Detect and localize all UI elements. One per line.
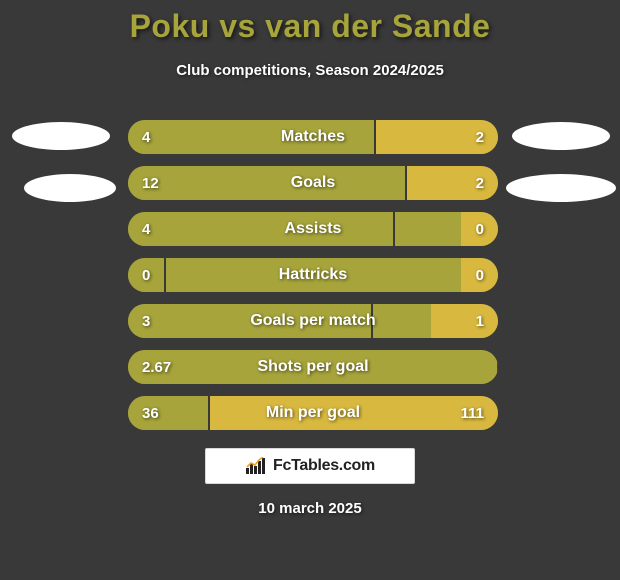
player1-value: 3	[142, 304, 150, 338]
player2-bar	[406, 166, 499, 200]
bar-divider	[164, 258, 166, 292]
player1-avatar-placeholder-top	[12, 122, 110, 150]
logo-text: FcTables.com	[273, 457, 375, 475]
bar-divider	[497, 350, 498, 384]
date: 10 march 2025	[0, 500, 620, 517]
stat-row: Assists40	[128, 212, 498, 246]
stats-comparison: Matches42Goals122Assists40Hattricks00Goa…	[128, 120, 498, 442]
stat-row: Hattricks0 0	[128, 258, 498, 292]
player1-value: 12	[142, 166, 159, 200]
player1-bar	[128, 120, 375, 154]
fctables-logo: FcTables.com	[205, 448, 415, 484]
player1-value: 0	[142, 258, 150, 292]
player1-value: 36	[142, 396, 159, 430]
player2-value: 1	[476, 304, 484, 338]
bar-divider	[393, 212, 395, 246]
bar-divider	[405, 166, 407, 200]
stat-row: Goals122	[128, 166, 498, 200]
stat-label: Hattricks	[128, 258, 498, 292]
player1-value: 2.67	[142, 350, 171, 384]
player1-bar	[128, 396, 209, 430]
bar-divider	[374, 120, 376, 154]
player1-value: 4	[142, 212, 150, 246]
player2-value: 0	[476, 212, 484, 246]
player2-bar	[431, 304, 498, 338]
player2-value: 111	[461, 396, 484, 430]
player2-value: 0	[476, 258, 484, 292]
player1-bar	[128, 304, 372, 338]
player2-value: 2	[476, 166, 484, 200]
player1-bar	[128, 350, 498, 384]
bars-icon	[245, 457, 267, 475]
stat-row: Goals per match31	[128, 304, 498, 338]
player2-avatar-placeholder-bottom	[506, 174, 616, 202]
bar-divider	[371, 304, 373, 338]
player1-bar	[128, 166, 406, 200]
player1-value: 4	[142, 120, 150, 154]
bar-divider	[208, 396, 210, 430]
stat-row: Shots per goal2.67	[128, 350, 498, 384]
player1-bar	[128, 212, 394, 246]
player2-value: 2	[476, 120, 484, 154]
player2-avatar-placeholder-top	[512, 122, 610, 150]
player1-avatar-placeholder-bottom	[24, 174, 116, 202]
player2-bar	[209, 396, 498, 430]
stat-row: Matches42	[128, 120, 498, 154]
page-title: Poku vs van der Sande	[0, 8, 620, 45]
stat-row: Min per goal36111	[128, 396, 498, 430]
subtitle: Club competitions, Season 2024/2025	[0, 62, 620, 79]
